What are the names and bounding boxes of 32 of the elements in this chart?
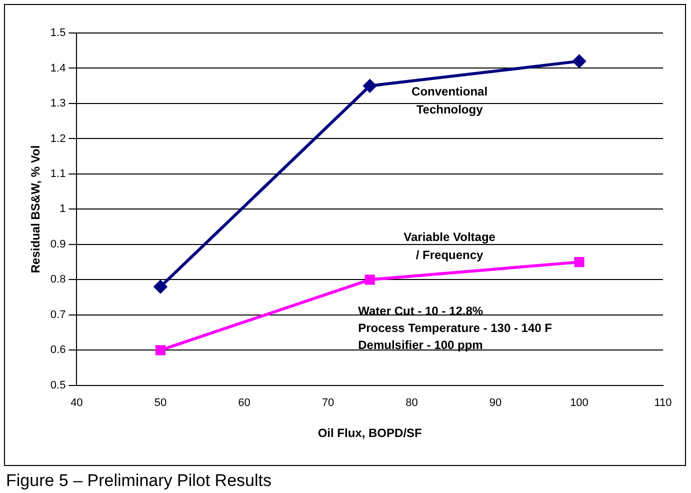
y-tick-label: 1.1 [50,168,66,180]
series-label: Conventional Technology [412,84,488,117]
y-tick-label: 0.6 [50,344,66,356]
y-tick-label: 0.7 [50,308,66,321]
point [363,79,376,92]
point [572,54,586,68]
point [364,274,375,285]
x-tick-label: 90 [489,397,502,410]
y-tick-label: 0.5 [50,379,66,392]
y-tick-label: 1.4 [50,62,66,74]
y-tick-label: 1.3 [50,98,66,110]
x-tick-label: 60 [238,397,250,410]
series-label: Variable Voltage / Frequency [404,230,496,262]
y-tick-label: 1 [60,203,66,216]
x-tick-label: 40 [70,397,83,410]
x-tick-label: 110 [654,397,672,410]
point [154,280,167,294]
point [574,257,584,268]
y-tick-label: 0.8 [50,274,66,286]
x-tick-label: 80 [406,397,418,410]
annotation: Demulsifier - 100 ppm [358,338,483,352]
y-tick-label: 0.9 [50,238,66,250]
x-tick-label: 50 [154,397,167,410]
x-tick-label: 70 [322,397,334,410]
annotation: Process Temperature - 130 - 140 F [358,320,552,335]
caption: Figure 5 – Preliminary Pilot Results [6,471,272,491]
x-axis-title: Oil Flux, BOPD/SF [318,426,422,440]
point [155,345,166,356]
y-axis-title: Residual BS&W, % Vol [28,145,43,274]
x-tick-label: 100 [570,397,588,410]
y-tick-label: 1.2 [50,132,66,145]
y-tick-label: 1.5 [50,27,66,40]
